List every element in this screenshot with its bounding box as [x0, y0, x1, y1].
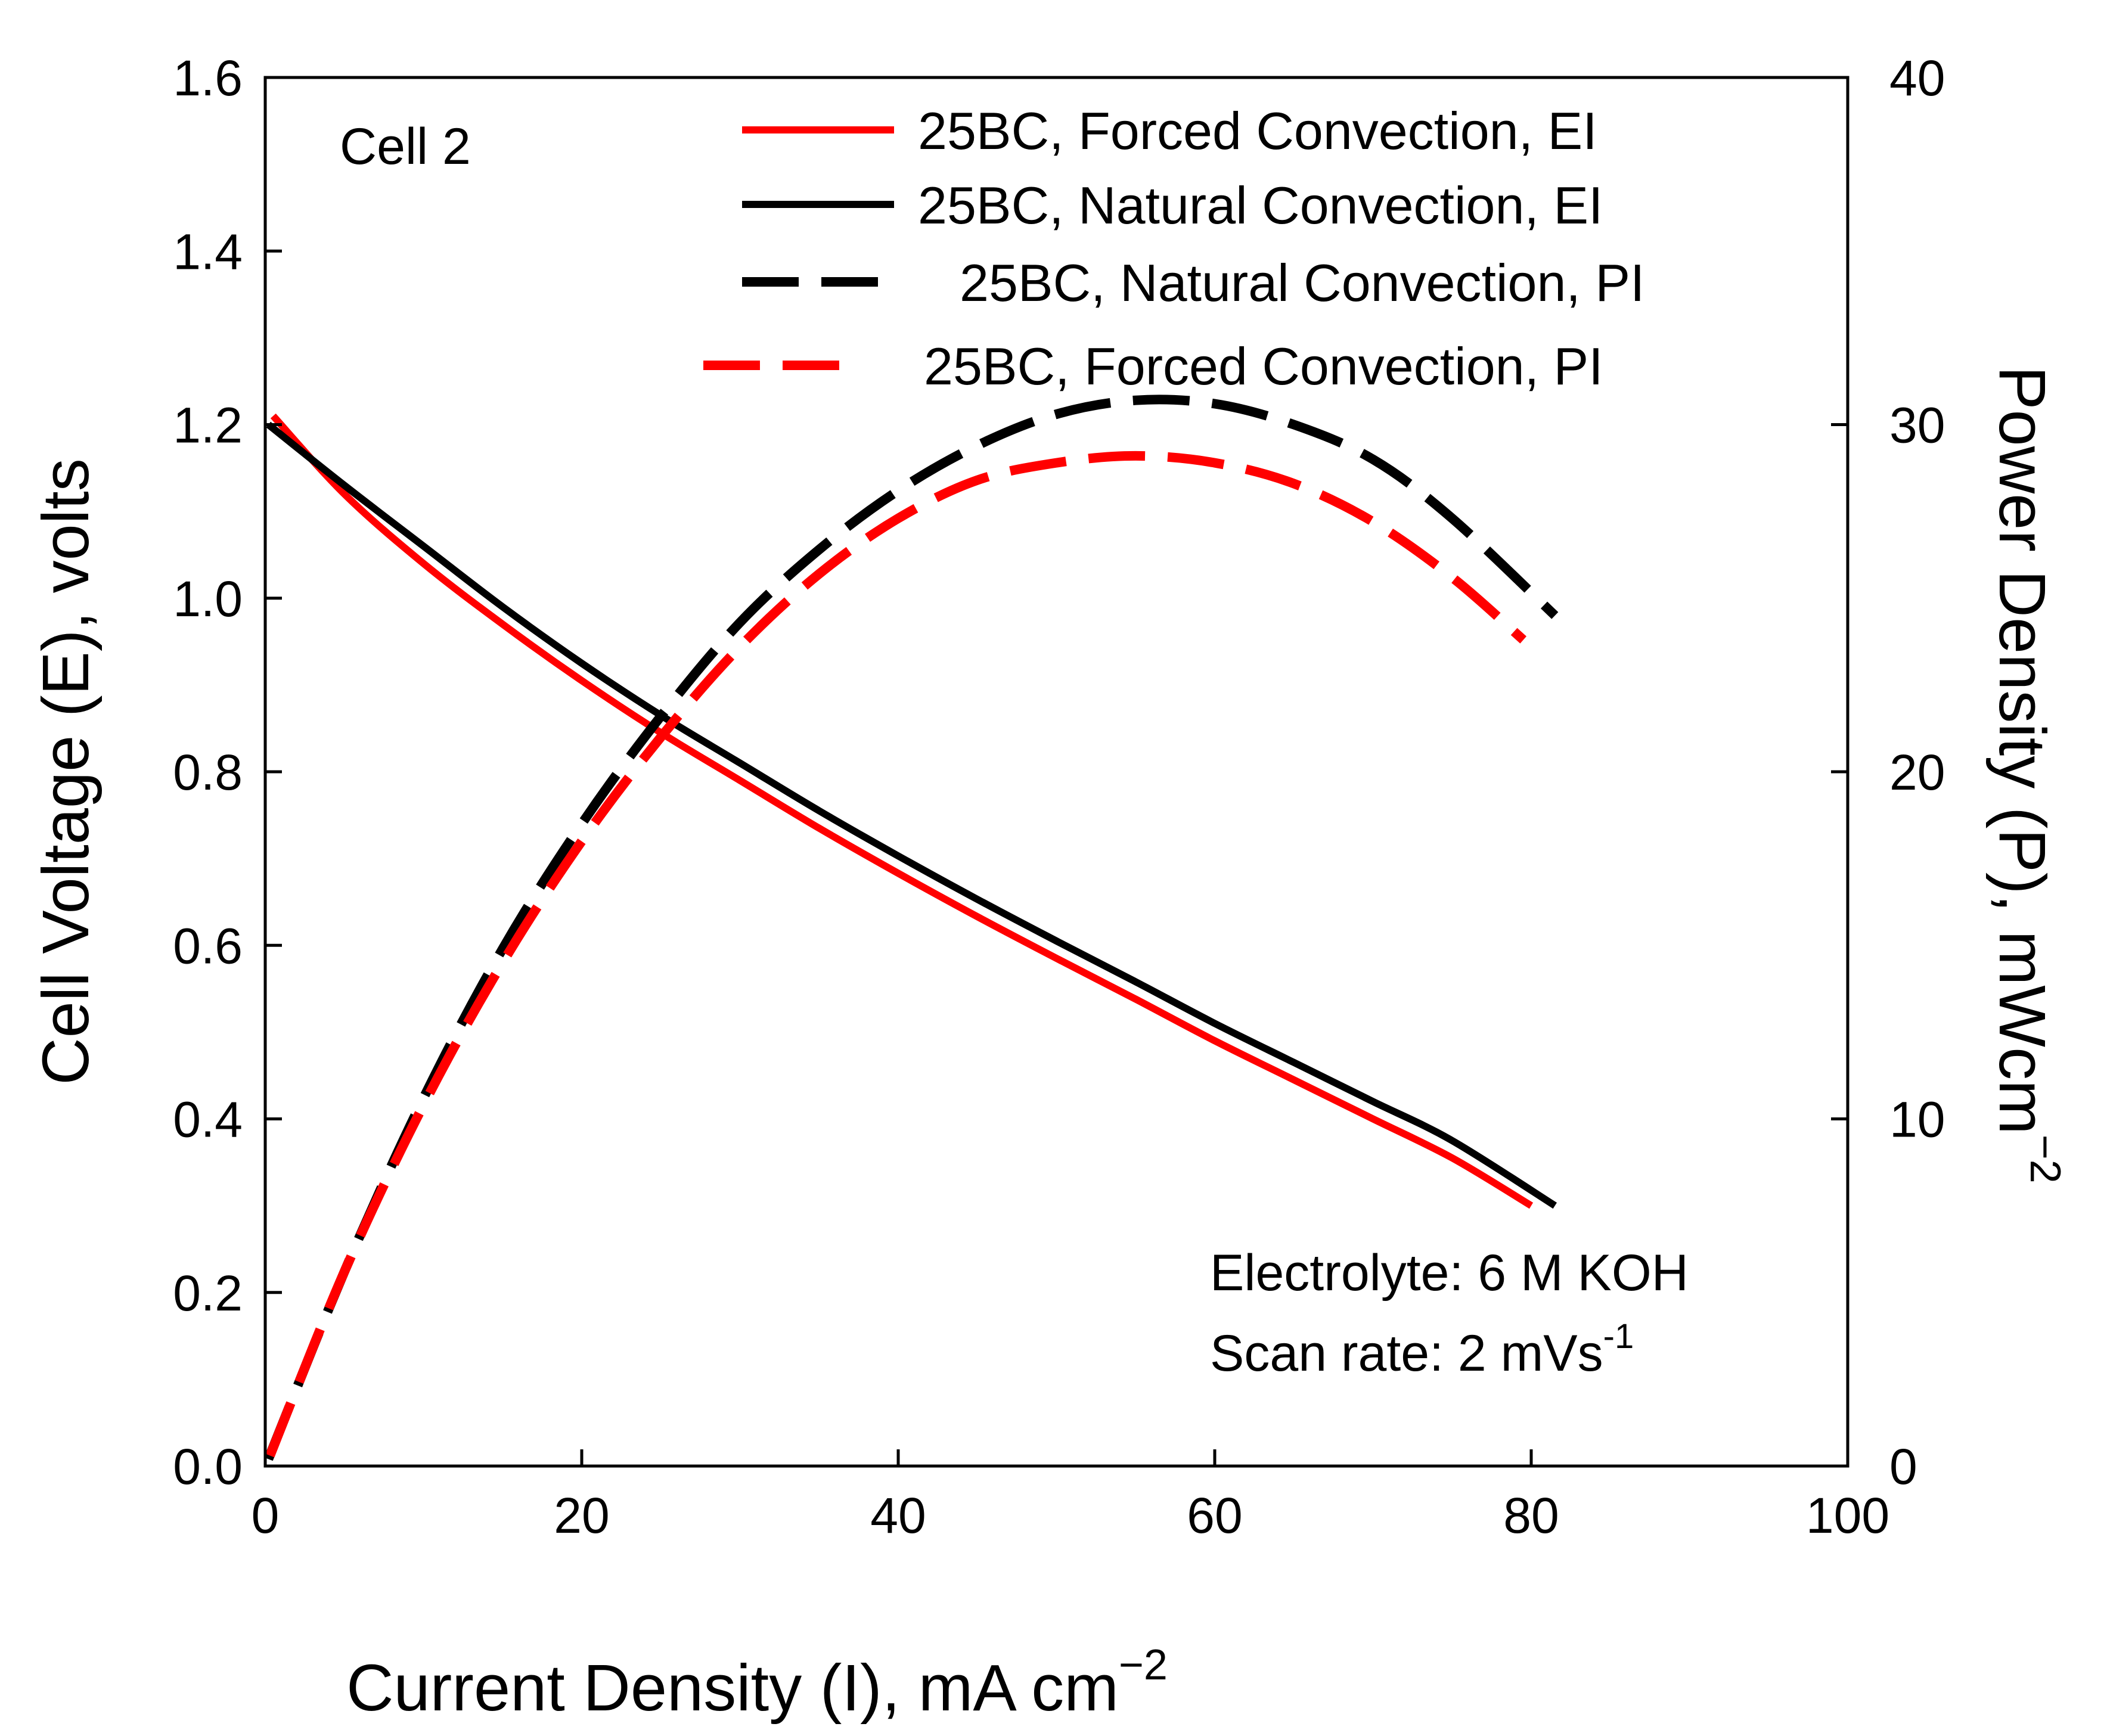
left-y-axis-title: Cell Voltage (E), volts [29, 458, 103, 1085]
x-axis-title: Current Density (I), mA cm−2 [346, 1641, 1168, 1725]
x-tick-label: 80 [1503, 1487, 1559, 1544]
x-tick-label: 0 [252, 1487, 280, 1544]
electrolyte-note: Electrolyte: 6 M KOH [1210, 1244, 1689, 1302]
legend: 25BC, Forced Convection, EI 25BC, Natural… [703, 101, 1644, 396]
right-y-tick-label: 10 [1889, 1092, 1945, 1148]
left-y-axis-ticks: 0.0 0.2 0.4 0.6 0.8 1.0 1.2 1.4 1.6 [173, 50, 282, 1495]
right-y-tick-label: 40 [1889, 50, 1945, 106]
x-tick-label: 100 [1806, 1487, 1889, 1544]
left-y-tick-label: 0.8 [173, 744, 243, 800]
x-tick-label: 20 [554, 1487, 609, 1544]
series-line-1 [270, 413, 1534, 1209]
cell-label: Cell 2 [340, 118, 471, 175]
right-y-tick-label: 20 [1889, 744, 1945, 800]
series-layer [263, 395, 1559, 1461]
left-y-tick-label: 1.4 [173, 223, 243, 280]
left-y-tick-label: 0.4 [173, 1092, 243, 1148]
x-tick-label: 60 [1187, 1487, 1242, 1544]
legend-label-4: 25BC, Forced Convection, PI [924, 337, 1603, 396]
series-line-2 [266, 421, 1557, 1209]
left-y-tick-label: 1.2 [173, 397, 243, 454]
right-y-axis-ticks: 0 10 20 30 40 [1831, 50, 1945, 1495]
left-y-tick-label: 0.6 [173, 918, 243, 974]
scan-rate-note: Scan rate: 2 mVs-1 [1210, 1317, 1634, 1382]
left-y-tick-label: 1.0 [173, 571, 243, 627]
legend-label-3: 25BC, Natural Convection, PI [960, 253, 1644, 312]
legend-label-1: 25BC, Forced Convection, EI [918, 101, 1597, 160]
x-tick-label: 40 [870, 1487, 926, 1544]
right-y-tick-label: 0 [1889, 1439, 1917, 1495]
left-y-tick-label: 0.2 [173, 1265, 243, 1321]
right-y-axis-title: Power Density (P), mWcm−2 [1985, 366, 2069, 1184]
left-y-tick-label: 1.6 [173, 50, 243, 106]
legend-label-2: 25BC, Natural Convection, EI [918, 176, 1603, 235]
right-y-tick-label: 30 [1889, 397, 1945, 454]
series-line-4 [265, 451, 1526, 1458]
x-axis-ticks: 0 20 40 60 80 100 [252, 1449, 1889, 1544]
left-y-tick-label: 0.0 [173, 1439, 243, 1495]
